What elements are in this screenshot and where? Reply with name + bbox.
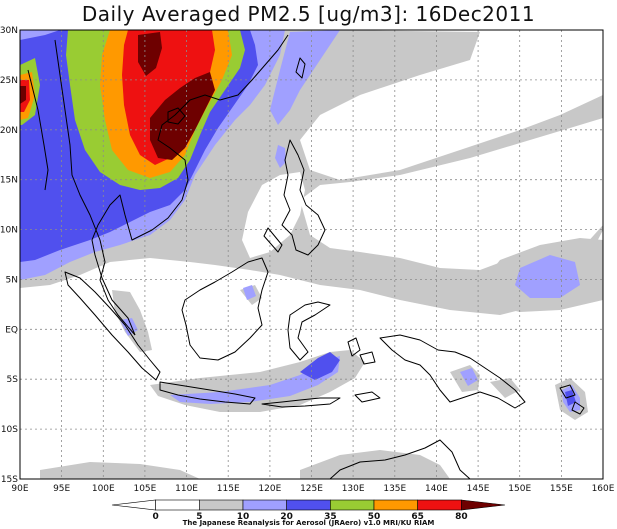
contour-blue-java xyxy=(300,352,340,380)
longitude-labels: 90E 95E 100E 105E 110E 115E 120E 125E 130E 135E 14… xyxy=(11,484,614,494)
colorbar-swatch xyxy=(242,499,287,511)
colorbar-swatch xyxy=(417,499,462,511)
lat-label: 15N xyxy=(0,176,18,186)
lon-label: 120E xyxy=(258,484,281,494)
lat-label: 10S xyxy=(1,425,18,435)
lon-label: 95E xyxy=(53,484,70,494)
clear-philippine-sea xyxy=(300,118,603,270)
lon-label: 145E xyxy=(467,484,490,494)
lon-label: 105E xyxy=(133,484,156,494)
lat-label: 20N xyxy=(0,126,18,136)
lat-label: 5S xyxy=(7,375,19,385)
colorbar-swatch xyxy=(111,499,156,511)
lon-label: 135E xyxy=(383,484,406,494)
lon-label: 160E xyxy=(592,484,615,494)
colorbar-swatch xyxy=(155,499,200,511)
lon-label: 130E xyxy=(342,484,365,494)
pm25-contours xyxy=(20,30,603,479)
contour-lightblue-pacific xyxy=(515,255,580,298)
lat-label: 10N xyxy=(0,226,18,236)
map-title: Daily Averaged PM2.5 [ug/m3]: 16Dec2011 xyxy=(81,2,536,26)
gridlines xyxy=(20,30,603,479)
lat-label: 5N xyxy=(6,275,18,285)
lon-label: 150E xyxy=(508,484,531,494)
lat-label: 30N xyxy=(0,26,18,36)
colorbar-swatch xyxy=(286,499,331,511)
contour-darkred-north xyxy=(138,32,162,76)
colorbar-swatch xyxy=(330,499,375,511)
colorbar-swatch xyxy=(199,499,244,511)
colorbar-level-label: 35 xyxy=(324,512,337,522)
colorbar-swatch xyxy=(373,499,418,511)
lon-label: 140E xyxy=(425,484,448,494)
contour-lightblue-java xyxy=(170,356,340,404)
colorbar-level-label: 65 xyxy=(411,512,424,522)
colorbar-level-label: 80 xyxy=(455,512,468,522)
lon-label: 110E xyxy=(175,484,198,494)
colorbar-level-label: 20 xyxy=(280,512,293,522)
lon-label: 90E xyxy=(11,484,28,494)
contour-lightblue-ne xyxy=(270,30,340,125)
contour-blue-solomon xyxy=(565,390,576,406)
contour-lightblue-philippines xyxy=(275,145,286,168)
coastlines xyxy=(27,34,585,479)
plot-frame xyxy=(19,29,604,480)
colorbar-level-label: 5 xyxy=(196,512,202,522)
lat-label: 15S xyxy=(1,475,18,485)
clear-south-china-sea xyxy=(242,172,305,258)
colorbar-swatch xyxy=(461,499,506,511)
lat-label: 25N xyxy=(0,76,18,86)
contour-darkred-west xyxy=(20,86,26,104)
contour-lightblue-png xyxy=(460,368,478,386)
contour-lightblue-borneo xyxy=(243,285,256,300)
contour-darkred-main xyxy=(150,72,215,160)
colorbar-level-label: 10 xyxy=(237,512,250,522)
data-credit: The Japanese Reanalysis for Aerosol (JRA… xyxy=(182,519,435,527)
latitude-labels: 30N 25N 20N 15N 10N 5N EQ 5S 10S 15S xyxy=(0,26,18,485)
colorbar-level-label: 50 xyxy=(368,512,381,522)
lon-label: 155E xyxy=(550,484,573,494)
lon-label: 115E xyxy=(217,484,240,494)
lon-label: 125E xyxy=(300,484,323,494)
colorbar-level-label: 0 xyxy=(153,512,159,522)
lon-label: 100E xyxy=(92,484,115,494)
lat-label: EQ xyxy=(5,325,18,335)
colorbar-legend: 0 5 10 20 35 50 65 80 xyxy=(111,499,506,522)
